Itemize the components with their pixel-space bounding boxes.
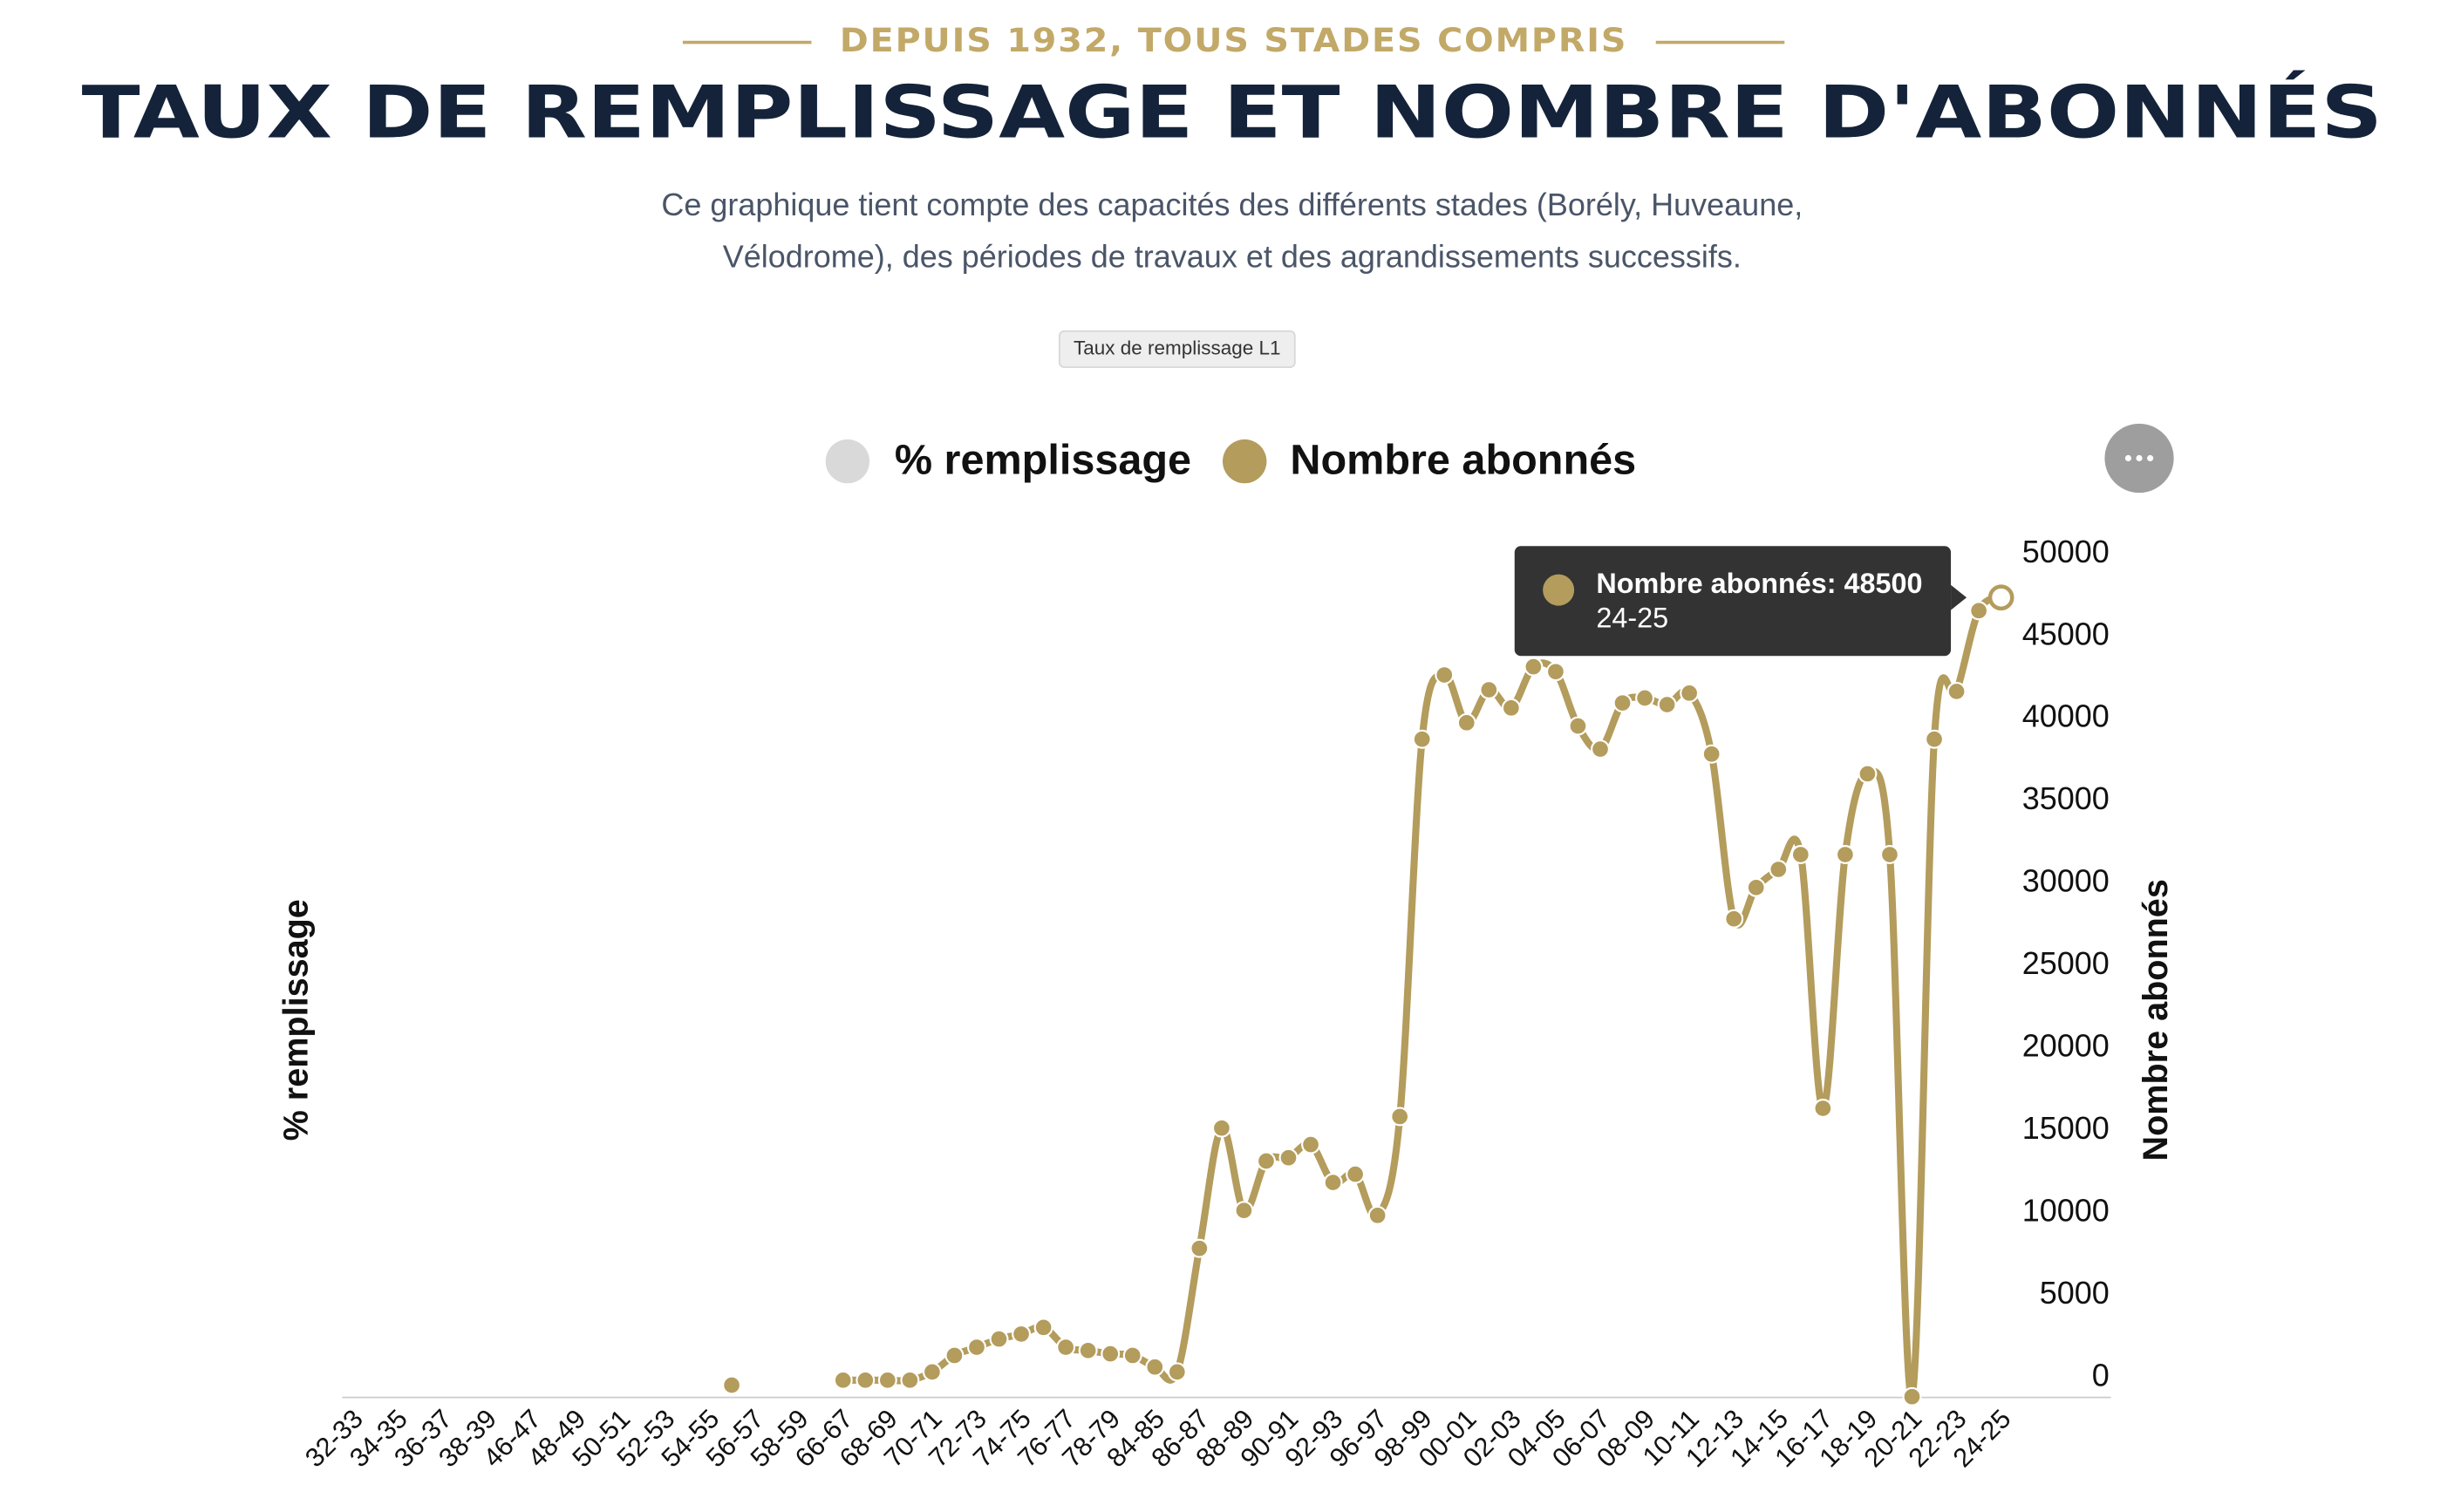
data-point[interactable] [1323,1173,1343,1193]
data-point[interactable] [1456,712,1476,732]
data-point[interactable] [1635,688,1655,708]
y2-tick-label: 5000 [2040,1275,2110,1311]
data-point[interactable] [1746,877,1766,897]
data-point[interactable] [1969,601,1989,621]
data-point[interactable] [1946,681,1967,701]
data-point[interactable] [856,1370,876,1390]
data-point[interactable] [1256,1151,1276,1171]
data-point[interactable] [1190,1238,1210,1258]
tooltip-box [1514,546,1952,657]
data-point[interactable] [1101,1344,1121,1364]
menu-dot[interactable] [2136,454,2143,462]
data-point[interactable] [1524,657,1544,677]
data-point[interactable] [1545,662,1565,682]
data-point[interactable] [1412,729,1432,749]
legend-swatch[interactable] [825,439,870,484]
y2-tick-label: 50000 [2022,534,2110,569]
data-point[interactable] [1813,1099,1833,1119]
filter-button[interactable] [1058,330,1296,369]
data-point[interactable] [1925,729,1945,749]
data-point[interactable] [1902,1386,1922,1406]
data-point[interactable] [833,1370,853,1390]
subtitle-line: Ce graphique tient compte des capacités … [661,187,1803,222]
menu-dot[interactable] [2124,454,2132,462]
data-point[interactable] [944,1345,965,1366]
menu-dot[interactable] [2147,454,2154,462]
data-point[interactable] [1078,1340,1098,1360]
data-point[interactable] [1835,845,1855,864]
data-point[interactable] [1879,845,1899,864]
data-point[interactable] [1612,693,1633,713]
y2-tick-label: 20000 [2022,1028,2110,1064]
data-point[interactable] [1479,680,1499,700]
data-point[interactable] [1301,1134,1321,1154]
data-point[interactable] [1435,665,1455,685]
data-point[interactable] [1790,845,1810,864]
data-point[interactable] [1769,860,1789,880]
y2-tick-label: 35000 [2022,780,2110,816]
data-point[interactable] [1390,1107,1410,1127]
data-point[interactable] [900,1370,920,1390]
data-point[interactable] [1591,739,1610,759]
tooltip-swatch [1543,574,1575,606]
data-point[interactable] [1278,1148,1299,1168]
kicker: DEPUIS 1932, TOUS STADES COMPRIS [840,21,1627,59]
data-point[interactable] [1724,909,1744,929]
data-point[interactable] [1346,1164,1366,1184]
y2-tick-label: 25000 [2022,945,2110,981]
subtitle-line: Vélodrome), des périodes de travaux et d… [723,238,1742,274]
data-point[interactable] [1033,1318,1053,1338]
data-point[interactable] [1501,698,1521,718]
data-point[interactable] [1568,716,1588,736]
data-point[interactable] [1987,584,2014,611]
data-point[interactable] [1234,1201,1254,1221]
data-point[interactable] [1211,1118,1231,1138]
y2-tick-label: 40000 [2022,698,2110,734]
data-point[interactable] [1680,683,1700,703]
legend-label[interactable]: % remplissage [895,437,1191,484]
y2-tick-label: 30000 [2022,863,2110,899]
y-axis-title: % remplissage [276,899,315,1141]
y2-tick-label: 45000 [2022,616,2110,651]
menu-button[interactable] [2104,423,2174,494]
series-line [842,594,2003,1400]
data-point[interactable] [989,1329,1009,1349]
data-point[interactable] [1367,1205,1387,1225]
y2-tick-label: 15000 [2022,1110,2110,1146]
data-point[interactable] [722,1375,742,1395]
tooltip-title: Nombre abonnés: 48500 [1596,568,1922,599]
tooltip-category: 24-25 [1596,602,1668,633]
y2-tick-label: 10000 [2022,1193,2110,1229]
legend-label[interactable]: Nombre abonnés [1290,437,1636,484]
data-point[interactable] [877,1370,897,1390]
data-point[interactable] [1122,1345,1142,1366]
data-point[interactable] [922,1362,942,1382]
filter-button-label[interactable]: Taux de remplissage L1 [1074,337,1280,358]
chart-title: TAUX DE REMPLISSAGE ET NOMBRE D'ABONNÉS [82,70,2383,154]
data-point[interactable] [1858,764,1878,784]
data-point[interactable] [1012,1324,1032,1344]
data-point[interactable] [1145,1357,1165,1377]
data-point[interactable] [1657,695,1677,715]
data-point[interactable] [1167,1362,1187,1382]
data-point[interactable] [1701,744,1721,764]
y2-tick-label: 0 [2092,1358,2110,1393]
data-point[interactable] [1056,1338,1076,1358]
tooltip-pointer [1951,584,1967,610]
legend-swatch[interactable] [1223,439,1267,484]
y2-axis-title: Nombre abonnés [2137,879,2175,1161]
data-point[interactable] [967,1338,986,1358]
